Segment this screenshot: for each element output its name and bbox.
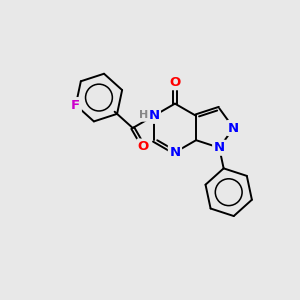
Text: N: N (214, 141, 225, 154)
Text: N: N (169, 146, 181, 159)
Text: O: O (138, 140, 149, 153)
Text: F: F (71, 99, 80, 112)
Text: N: N (228, 122, 239, 134)
Text: H: H (139, 110, 148, 120)
Text: N: N (148, 109, 159, 122)
Text: O: O (169, 76, 181, 89)
